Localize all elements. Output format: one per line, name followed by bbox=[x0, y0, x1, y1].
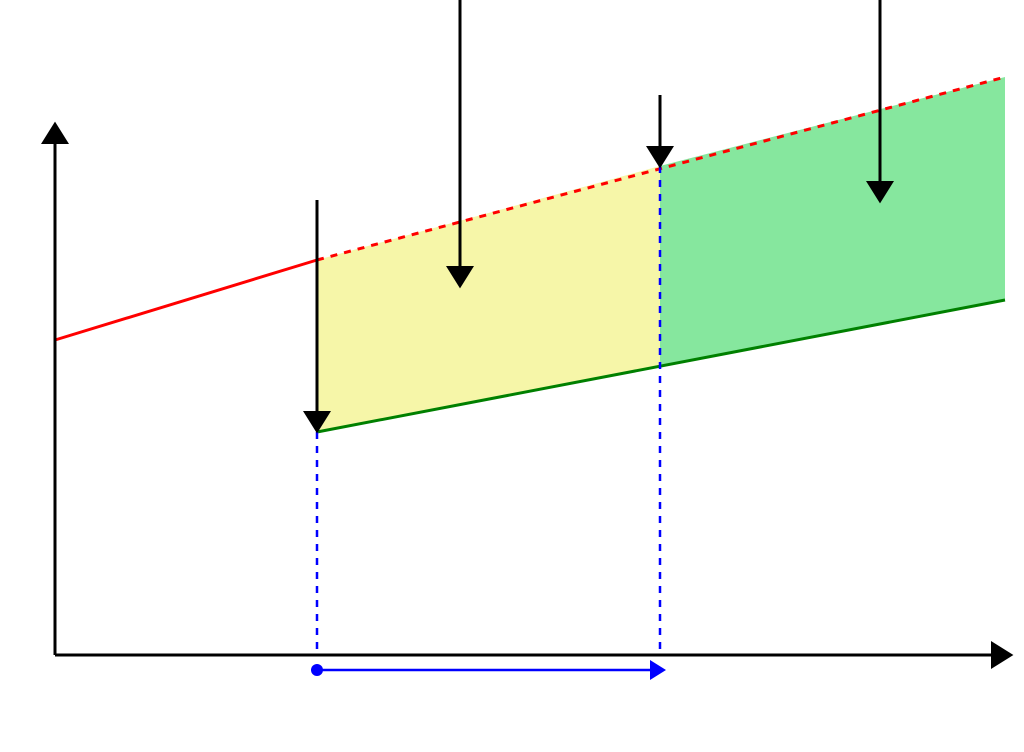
region-green bbox=[660, 77, 1005, 366]
region-yellow bbox=[317, 166, 660, 432]
blue-timeline-dot bbox=[311, 664, 323, 676]
diagram-canvas bbox=[0, 0, 1024, 752]
red-line-solid bbox=[55, 260, 317, 340]
